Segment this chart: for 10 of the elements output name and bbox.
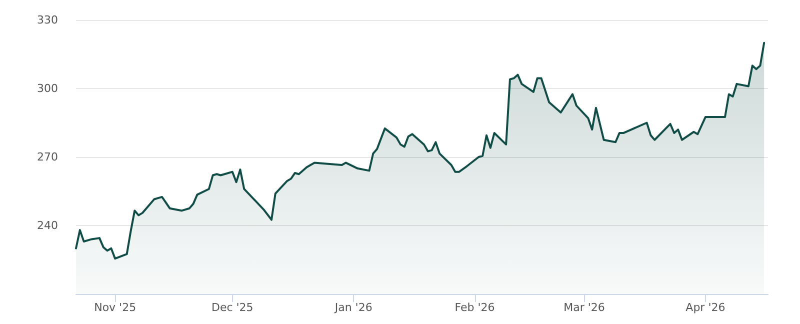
- x-tick-label: Jan '26: [334, 301, 372, 314]
- x-tick-label: Apr '26: [686, 301, 726, 314]
- y-tick-label: 240: [37, 219, 58, 232]
- x-tick-label: Nov '25: [94, 301, 136, 314]
- y-tick-label: 300: [37, 82, 58, 95]
- x-tick-label: Dec '25: [211, 301, 254, 314]
- x-tick-label: Feb '26: [454, 301, 495, 314]
- y-tick-label: 270: [37, 150, 58, 164]
- y-tick-label: 330: [37, 14, 58, 26]
- x-tick-label: Mar '26: [564, 301, 605, 314]
